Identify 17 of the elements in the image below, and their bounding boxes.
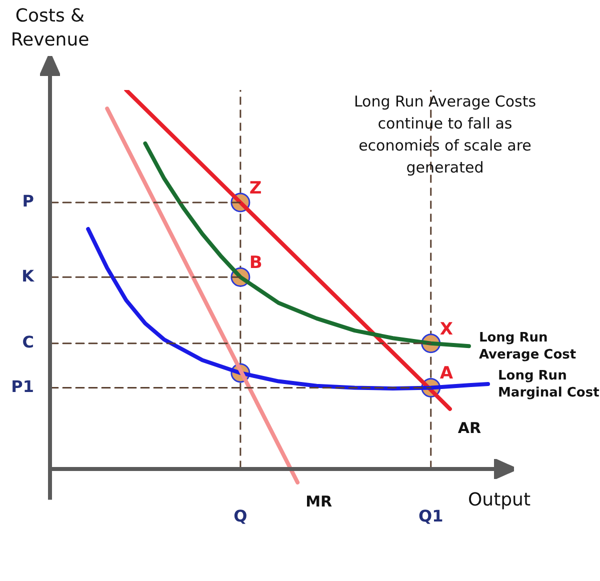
series-label: P1 <box>11 376 34 396</box>
series-label: Long Run Marginal Cost <box>498 368 600 400</box>
x-tick-label: Q1 <box>418 506 444 526</box>
series-label: K <box>22 266 35 286</box>
x-axis-title: Output <box>468 489 531 510</box>
annotation: B <box>249 253 262 274</box>
y-axis-title: Costs & Revenue <box>10 6 90 51</box>
series-label: Long Run Average Cost <box>478 330 576 362</box>
series-label: P <box>22 192 34 211</box>
annotation: A <box>440 364 454 384</box>
series-label: C <box>22 332 34 352</box>
annotation: Long Run Average Costs continue to fall as economies of scale are generated <box>354 92 536 176</box>
series-label: MR <box>306 492 332 510</box>
annotation: X <box>440 319 453 340</box>
x-tick-label: Q <box>234 506 248 526</box>
series-label: AR <box>458 418 482 437</box>
annotation: Z <box>249 178 262 198</box>
